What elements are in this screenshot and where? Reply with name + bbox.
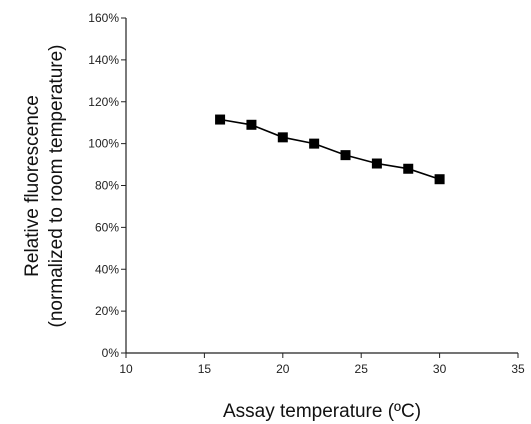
data-point-marker bbox=[246, 119, 257, 130]
y-tick-label: 140% bbox=[88, 53, 119, 67]
data-point-marker bbox=[403, 163, 414, 174]
plot-area: 0% 20% 40% 60% 80% 100% 120% 140% 160% 10 15 20 25 30… bbox=[88, 11, 525, 376]
y-tick-label: 0% bbox=[102, 346, 120, 360]
y-tick-label: 100% bbox=[88, 137, 119, 151]
y-tick-label: 160% bbox=[88, 11, 119, 25]
data-point-marker bbox=[309, 138, 320, 149]
x-tick-label: 15 bbox=[198, 362, 212, 376]
y-tick-label: 60% bbox=[95, 220, 119, 234]
data-point-marker bbox=[434, 174, 445, 185]
y-axis-title: Relative fluorescence (normalized to roo… bbox=[22, 45, 67, 328]
y-tick-label: 40% bbox=[95, 262, 119, 276]
data-point-marker bbox=[277, 132, 288, 143]
x-tick-label: 35 bbox=[511, 362, 525, 376]
data-point-marker bbox=[215, 114, 226, 125]
x-tick-label: 25 bbox=[355, 362, 369, 376]
y-axis-title-line-1: Relative fluorescence bbox=[22, 95, 43, 277]
y-tick-label: 80% bbox=[95, 179, 119, 193]
data-point-marker bbox=[371, 158, 382, 169]
series-line bbox=[219, 118, 440, 180]
x-tick-label: 10 bbox=[119, 362, 133, 376]
x-tick-label: 30 bbox=[433, 362, 447, 376]
y-tick-label: 20% bbox=[95, 304, 119, 318]
x-axis-title: Assay temperature (ºC) bbox=[223, 401, 421, 422]
x-tick-label: 20 bbox=[276, 362, 290, 376]
data-point-marker bbox=[340, 150, 351, 161]
y-axis-title-line-2: (normalized to room temperature) bbox=[46, 45, 67, 328]
y-tick-label: 120% bbox=[88, 95, 119, 109]
